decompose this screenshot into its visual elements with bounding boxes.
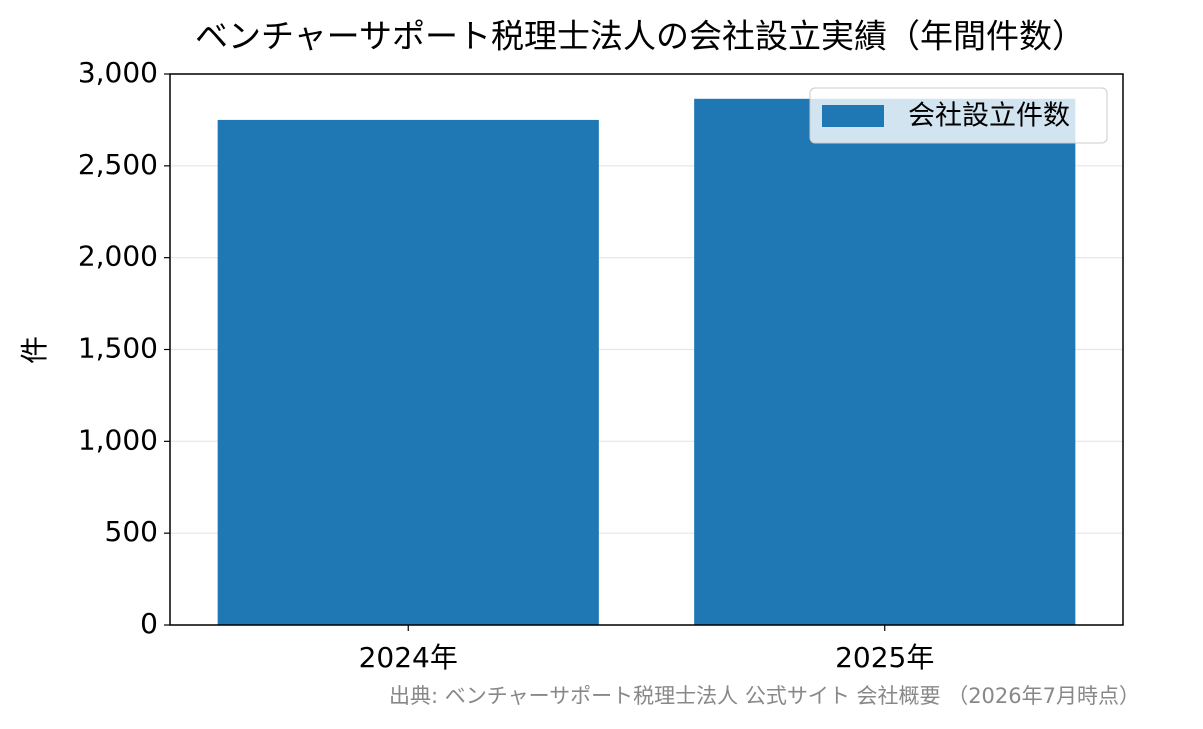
y-tick-label: 1,500 (78, 332, 158, 365)
chart-title: ベンチャーサポート税理士法人の会社設立実績（年間件数） (195, 17, 1085, 56)
y-tick-label: 500 (105, 515, 158, 548)
bar (217, 119, 599, 626)
plot-frame (169, 73, 1124, 626)
y-tick-label: 2,500 (78, 148, 158, 181)
y-tick-label: 1,000 (78, 423, 158, 456)
bar (694, 98, 1076, 626)
y-tick-label: 2,000 (78, 240, 158, 273)
y-axis-label: 件 (18, 336, 51, 364)
legend-box (809, 87, 1108, 144)
legend-label: 会社設立件数 (908, 101, 1070, 132)
legend-swatch (822, 105, 884, 127)
x-tick-label: 2025年 (835, 641, 934, 674)
y-tick-label: 0 (140, 607, 158, 640)
x-tick-label: 2024年 (359, 641, 458, 674)
source-note: 出典: ベンチャーサポート税理士法人 公式サイト 会社概要 （2026年7月時点… (389, 684, 1140, 708)
y-tick-label: 3,000 (78, 56, 158, 89)
